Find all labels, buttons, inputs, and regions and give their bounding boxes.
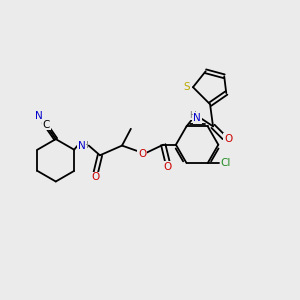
Text: H: H: [190, 111, 196, 120]
Text: N: N: [35, 111, 43, 121]
Text: O: O: [138, 148, 146, 158]
Text: O: O: [224, 134, 232, 144]
Text: O: O: [92, 172, 100, 182]
Text: N: N: [77, 141, 85, 151]
Text: O: O: [164, 162, 172, 172]
Text: S: S: [184, 82, 190, 92]
Text: C: C: [43, 120, 50, 130]
Text: Cl: Cl: [221, 158, 231, 168]
Text: N: N: [193, 113, 201, 123]
Text: H: H: [81, 141, 87, 150]
